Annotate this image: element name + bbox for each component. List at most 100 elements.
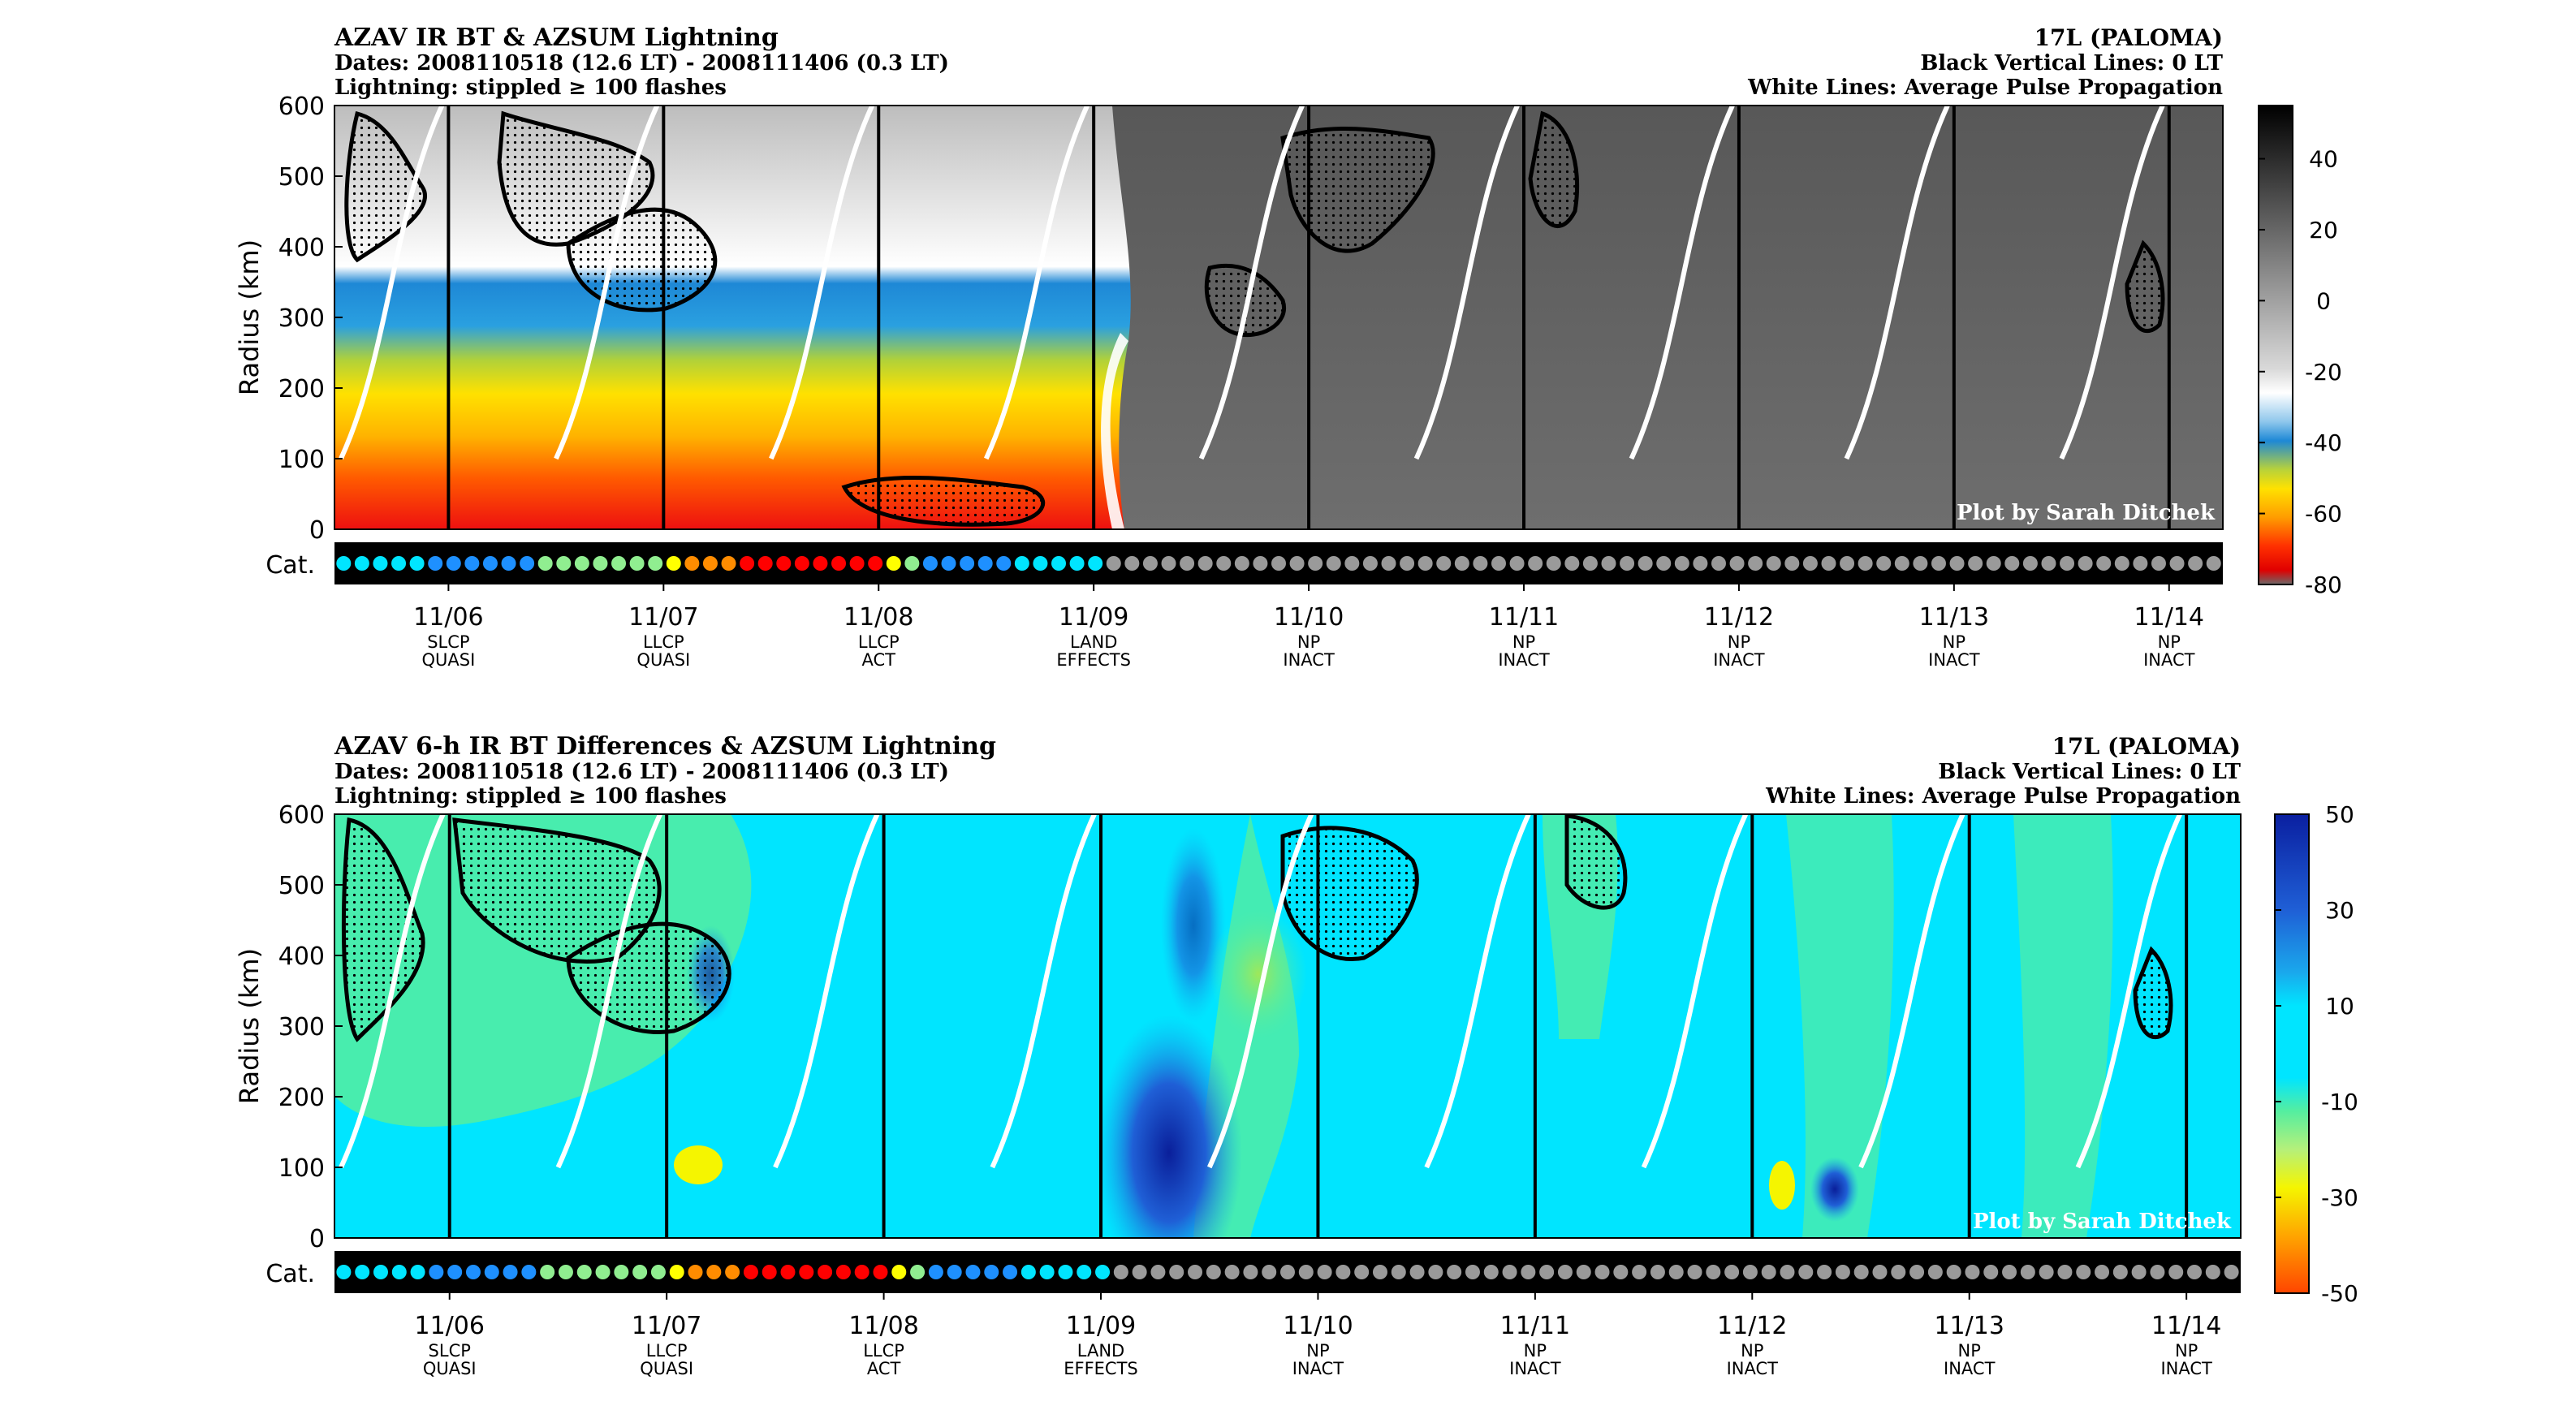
category-dot <box>1354 1265 1370 1279</box>
panel-2-cat-dots <box>336 1265 2239 1279</box>
x-tick-label: 11/08 <box>848 1312 918 1340</box>
category-dot <box>1521 1265 1536 1279</box>
panel-2-subtitle-1: Dates: 2008110518 (12.6 LT) - 2008111406… <box>334 760 949 784</box>
category-dot <box>428 556 443 571</box>
category-dot <box>1391 1265 1406 1279</box>
panel-1-cat-dots <box>336 556 2221 571</box>
category-dot <box>1454 556 1469 571</box>
category-dot <box>743 1265 758 1279</box>
category-dot <box>2002 1265 2017 1279</box>
colorbar-tick-label: 10 <box>2325 993 2354 1020</box>
pulse-line <box>1844 106 1950 460</box>
category-dot <box>886 556 901 571</box>
x-tick-label: 11/11 <box>1500 1312 1570 1340</box>
category-dot <box>409 556 425 571</box>
category-dot <box>740 556 755 571</box>
category-dot <box>1909 1265 1925 1279</box>
panel-1-lightning-region <box>841 475 1046 527</box>
panel-2-ylabel: Radius (km) <box>234 948 265 1104</box>
category-dot <box>2169 556 2185 571</box>
category-dot <box>873 1265 888 1279</box>
y-tick-label: 300 <box>278 304 325 333</box>
panel-1-cat-label: Cat. <box>265 551 315 580</box>
pulse-line <box>2059 106 2165 460</box>
category-dot <box>1946 1265 1961 1279</box>
category-dot <box>1344 556 1360 571</box>
phase-label-line-1: NP <box>1524 1341 1547 1361</box>
category-dot <box>1161 556 1176 571</box>
panel-1-colorbar <box>2258 105 2293 585</box>
category-dot <box>373 556 388 571</box>
category-dot <box>2078 556 2093 571</box>
panel-2-field-region <box>2013 814 2113 1238</box>
category-dot <box>2114 556 2129 571</box>
panel-1-credit: Plot by Sarah Ditchek <box>1957 501 2216 525</box>
category-dot <box>2060 556 2075 571</box>
category-dot <box>1876 556 1892 571</box>
category-dot <box>1362 556 1378 571</box>
panel-2-subtitle-2: Lightning: stippled ≥ 100 flashes <box>334 784 727 809</box>
colorbar-tick-label: -60 <box>2305 501 2342 528</box>
category-dot <box>1243 1265 1258 1279</box>
category-dot <box>1817 1265 1832 1279</box>
category-dot <box>1400 556 1415 571</box>
y-tick-label: 0 <box>309 516 325 545</box>
category-dot <box>891 1265 907 1279</box>
category-dot <box>2168 1265 2184 1279</box>
x-tick-label: 11/12 <box>1704 603 1774 632</box>
category-dot <box>684 556 700 571</box>
panel-2-cat-label: Cat. <box>265 1260 315 1288</box>
x-tick-label: 11/10 <box>1274 603 1344 632</box>
category-dot <box>1465 1265 1480 1279</box>
colorbar-tick-label: 40 <box>2309 146 2338 173</box>
category-dot <box>1095 1265 1111 1279</box>
pulse-line <box>339 814 446 1169</box>
category-dot <box>1894 556 1909 571</box>
category-dot <box>947 1265 962 1279</box>
category-dot <box>1546 556 1561 571</box>
phase-label-line-2: INACT <box>1713 650 1765 670</box>
panel-1-y-ticks: 0 100 200 300 400 500 600 <box>278 93 343 545</box>
category-dot <box>1234 556 1249 571</box>
category-dot <box>429 1265 444 1279</box>
category-dot <box>614 1265 629 1279</box>
x-tick-label: 11/14 <box>2151 1312 2221 1340</box>
category-dot <box>1594 1265 1610 1279</box>
category-dot <box>1931 556 1946 571</box>
category-dot <box>540 1265 555 1279</box>
category-dot <box>354 556 369 571</box>
panel-1-vline-note: Black Vertical Lines: 0 LT <box>1920 51 2223 75</box>
phase-label-line-1: NP <box>1943 632 1965 652</box>
category-dot <box>1968 556 1983 571</box>
category-dot <box>1088 556 1103 571</box>
panel-1-subtitle-1: Dates: 2008110518 (12.6 LT) - 2008111406… <box>334 51 949 75</box>
panel-2-lightning-region <box>1564 814 1628 910</box>
x-tick-label: 11/14 <box>2134 603 2204 632</box>
y-tick-label: 500 <box>278 872 325 900</box>
pulse-line <box>1858 814 1965 1169</box>
category-dot <box>1761 1265 1776 1279</box>
category-dot <box>1113 1265 1128 1279</box>
panel-2-field-blob <box>1210 909 1307 1039</box>
phase-label-line-1: NP <box>1306 1341 1329 1361</box>
category-dot <box>1262 1265 1277 1279</box>
panel-1-lt-lines <box>447 106 2171 529</box>
category-dot <box>1711 556 1726 571</box>
phase-label-line-2: INACT <box>1509 1359 1561 1378</box>
phase-label-line-2: INACT <box>1283 650 1335 670</box>
panel-1-storm: 17L (PALOMA) <box>2034 24 2223 51</box>
category-dot <box>1724 1265 1740 1279</box>
category-dot <box>1780 1265 1795 1279</box>
phase-label-line-1: LAND <box>1070 632 1117 652</box>
phase-label-line-1: NP <box>1728 632 1750 652</box>
category-dot <box>780 1265 796 1279</box>
category-dot <box>666 556 681 571</box>
category-dot <box>1106 556 1121 571</box>
category-dot <box>373 1265 388 1279</box>
category-dot <box>1802 556 1818 571</box>
category-dot <box>1077 1265 1092 1279</box>
phase-label-line-2: INACT <box>1498 650 1550 670</box>
panel-1-gap <box>334 529 2223 542</box>
colorbar-tick-label: 30 <box>2325 897 2354 924</box>
